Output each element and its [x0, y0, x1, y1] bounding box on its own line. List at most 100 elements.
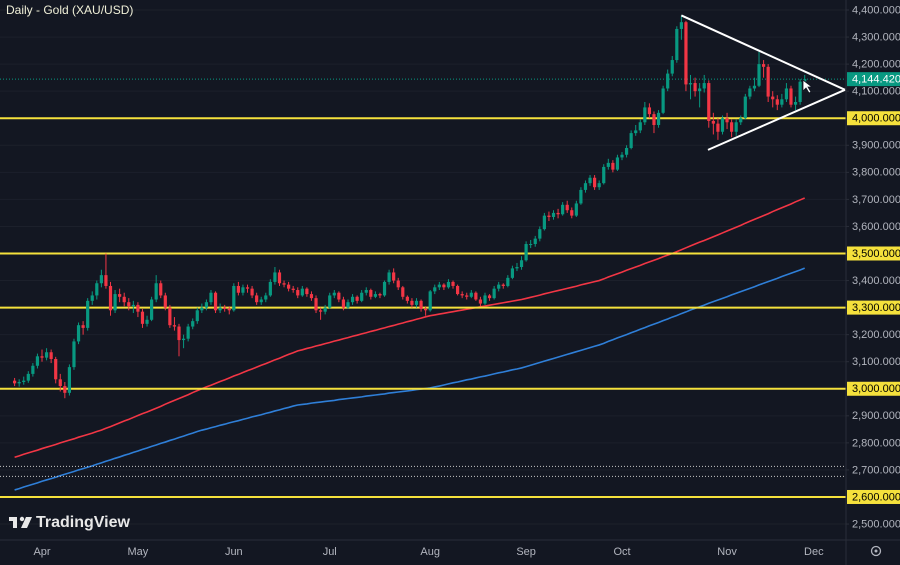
level-tag — [847, 246, 900, 261]
candle-body — [90, 295, 94, 301]
candle-body — [255, 295, 259, 303]
candle-body — [401, 287, 405, 297]
candle-body — [259, 299, 263, 303]
candle-body — [679, 22, 683, 29]
y-tick-label: 2,500.000 — [852, 518, 900, 530]
candle-body — [209, 292, 213, 303]
candle-body — [172, 325, 177, 327]
candle-body — [181, 338, 186, 341]
candle-body — [236, 285, 240, 293]
y-tick-label: 3,700.000 — [852, 194, 900, 206]
candle-body — [775, 99, 779, 105]
candle-body — [95, 283, 99, 296]
candle-body — [245, 287, 250, 289]
settings-gear-center[interactable] — [874, 549, 878, 553]
candle-body — [337, 292, 341, 300]
candle-body — [369, 290, 373, 297]
candle-body — [615, 157, 620, 170]
candle-body — [766, 66, 770, 97]
candle-body — [510, 268, 515, 278]
candle-body — [40, 356, 44, 358]
candle-body — [656, 112, 661, 125]
y-tick-label: 2,800.000 — [852, 437, 900, 449]
candle-body — [524, 244, 528, 261]
candle-body — [314, 298, 318, 311]
candle-body — [341, 299, 346, 308]
candle-body — [424, 308, 428, 311]
x-tick-label: Aug — [420, 546, 440, 558]
candle-body — [551, 212, 556, 217]
candle-body — [752, 85, 757, 89]
candle-body — [437, 284, 441, 288]
candle-body — [497, 284, 501, 289]
candle-body — [323, 307, 327, 312]
candle-body — [382, 281, 387, 296]
level-tag — [847, 489, 900, 504]
settings-gear[interactable] — [870, 545, 882, 557]
candle-body — [624, 147, 629, 155]
candle-body — [145, 319, 149, 324]
x-tick-label: Sep — [516, 546, 536, 558]
candle-body — [716, 123, 720, 132]
candle-body — [730, 122, 734, 132]
candle-body — [72, 341, 76, 368]
candle-body — [684, 22, 688, 85]
candle-body — [629, 133, 633, 148]
candle-body — [533, 238, 537, 245]
candle-body — [734, 122, 738, 132]
candle-body — [223, 307, 227, 309]
candle-body — [44, 352, 49, 358]
y-tick-label: 4,200.000 — [852, 59, 900, 71]
level-tag — [847, 381, 900, 396]
candle-body — [670, 60, 674, 74]
candle-body — [191, 321, 195, 327]
chart-title: Daily - Gold (XAU/USD) — [6, 3, 133, 17]
candle-body — [396, 280, 400, 288]
candle-body — [739, 118, 743, 123]
level-tag — [847, 111, 900, 126]
candle-body — [538, 229, 542, 239]
candle-body — [688, 83, 693, 85]
candle-body — [611, 162, 615, 170]
y-tick-label: 4,400.000 — [852, 4, 900, 16]
candle-body — [113, 294, 117, 311]
candle-body — [529, 244, 533, 246]
candle-body — [277, 272, 282, 284]
candle-body — [387, 272, 391, 282]
candle-body — [118, 294, 122, 297]
candle-body — [771, 96, 775, 100]
last-price-tag — [847, 72, 900, 87]
candle-body — [49, 352, 53, 360]
y-tick-label: 4,300.000 — [852, 31, 900, 43]
candle-body — [780, 99, 784, 105]
candle-body — [177, 326, 181, 341]
trendline — [707, 88, 846, 151]
y-tick-label: 3,500.000 — [852, 248, 900, 260]
candle-body — [451, 281, 455, 286]
candle-body — [465, 295, 469, 297]
moving-average-line — [14, 267, 805, 491]
candle-body — [54, 359, 58, 380]
candle-body — [204, 302, 209, 308]
candle-body — [218, 307, 222, 311]
candle-body — [227, 308, 231, 311]
candle-body — [414, 300, 419, 305]
candle-body — [373, 294, 377, 297]
candle-body — [360, 292, 364, 301]
settings-icon[interactable] — [870, 545, 882, 557]
candle-body — [159, 283, 163, 296]
candle-body — [606, 162, 610, 167]
candle-body — [163, 295, 167, 308]
logo-mark — [21, 517, 32, 528]
candle-body — [675, 28, 679, 61]
candle-body — [474, 292, 478, 300]
candle-body — [213, 292, 218, 311]
y-tick-label: 2,900.000 — [852, 410, 900, 422]
candle-body — [346, 302, 350, 308]
candle-body — [364, 290, 368, 293]
candle-body — [99, 275, 103, 284]
candle-body — [305, 288, 309, 295]
candle-body — [309, 294, 314, 299]
candle-body — [446, 281, 451, 288]
